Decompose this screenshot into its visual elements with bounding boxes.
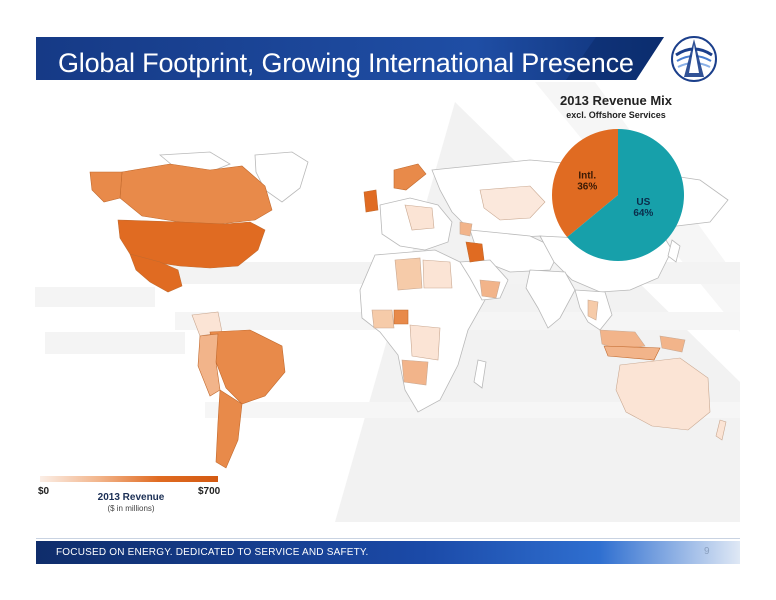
- region-norway: [393, 163, 427, 191]
- legend-max-label: $700: [198, 486, 221, 497]
- footer-divider: [36, 538, 740, 539]
- region-angola: [401, 359, 429, 386]
- region-nigeria: [393, 309, 409, 325]
- region-north-africa-a: [394, 257, 423, 291]
- region-caspian: [459, 221, 473, 237]
- region-gulf: [479, 279, 501, 299]
- region-eastern-europe: [404, 204, 435, 231]
- pie-label-us: US: [636, 197, 650, 208]
- legend-min-label: $0: [38, 486, 50, 497]
- region-canada: [119, 163, 273, 225]
- page-number: 9: [704, 546, 710, 557]
- region-mexico: [129, 253, 183, 293]
- company-logo: [671, 36, 717, 82]
- footer-tagline: FOCUSED ON ENERGY. DEDICATED TO SERVICE …: [56, 547, 369, 558]
- region-uk: [363, 189, 379, 213]
- pie-title: 2013 Revenue Mix: [559, 93, 672, 108]
- revenue-mix-pie: Intl. 36% US 64%: [552, 129, 684, 261]
- page-title: Global Footprint, Growing International …: [58, 48, 634, 78]
- region-australia: [615, 357, 711, 431]
- legend-title: 2013 Revenue: [97, 492, 165, 503]
- legend-subtitle: ($ in millions): [107, 504, 155, 513]
- pie-slice-us: [567, 129, 684, 261]
- title-band: [36, 37, 664, 80]
- region-iraq: [465, 241, 485, 263]
- region-north-africa-b: [422, 259, 453, 289]
- greenland: [254, 151, 309, 203]
- pie-pct-intl: 36%: [577, 182, 597, 193]
- pie-pct-us: 64%: [633, 208, 653, 219]
- region-png: [659, 335, 686, 353]
- pie-label-intl: Intl.: [578, 171, 596, 182]
- region-andes: [197, 333, 221, 397]
- region-argentina: [215, 389, 243, 469]
- japan: [667, 239, 681, 263]
- region-nz: [715, 419, 727, 441]
- footer-band: [36, 541, 740, 564]
- pie-slice-intl: [552, 129, 618, 238]
- pie-subtitle: excl. Offshore Services: [566, 110, 666, 120]
- region-russia-west: [479, 185, 546, 221]
- region-brazil: [209, 329, 286, 405]
- region-thailand: [587, 299, 599, 321]
- region-central-africa: [409, 324, 441, 361]
- revenue-color-scale: [40, 476, 218, 482]
- region-alaska: [89, 171, 123, 203]
- india: [525, 269, 576, 329]
- madagascar: [473, 359, 487, 389]
- region-west-africa: [371, 309, 395, 329]
- region-indonesia: [603, 345, 661, 361]
